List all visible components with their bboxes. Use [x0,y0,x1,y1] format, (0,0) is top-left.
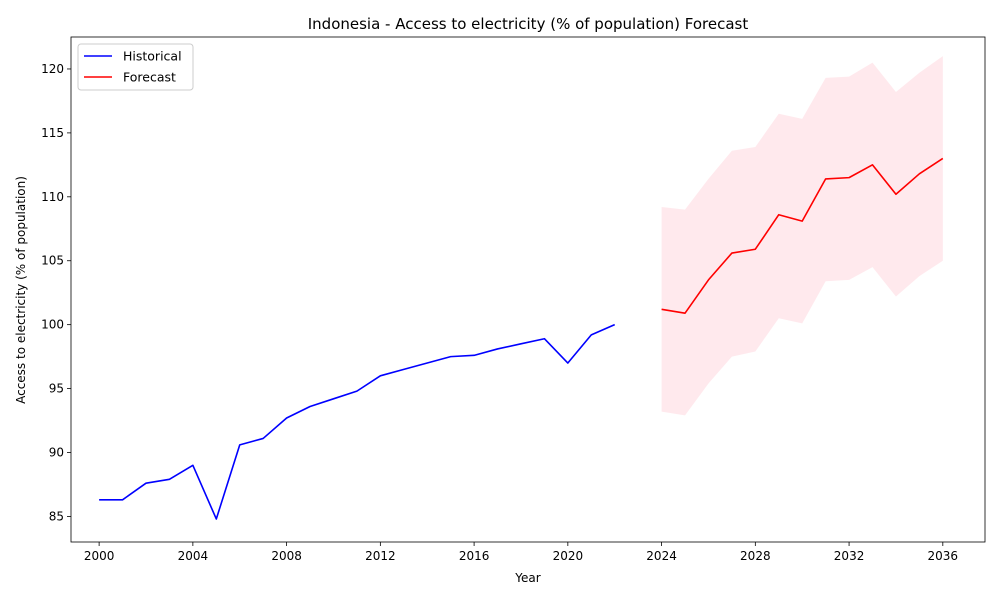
series-line-historical [99,323,616,520]
y-tick-label: 115 [41,126,64,140]
confidence-band [661,56,943,416]
x-tick-label: 2008 [271,549,302,563]
x-tick-label: 2004 [178,549,209,563]
legend-label-historical: Historical [123,49,182,64]
x-tick-label: 2032 [834,549,865,563]
y-tick-label: 90 [49,446,64,460]
axes-frame [70,36,986,543]
y-tick-label: 120 [41,62,64,76]
x-tick-label: 2024 [646,549,677,563]
y-tick-label: 85 [49,509,64,523]
y-tick-label: 100 [41,318,64,332]
y-tick-label: 105 [41,254,64,268]
legend-label-forecast: Forecast [123,70,176,85]
y-axis-label: Access to electricity (% of population) [14,176,28,404]
plot-area: 2000 2004 2008 2012 2016 2020 2024 2028 2032 2036… [41,36,986,563]
x-tick-label: 2012 [365,549,396,563]
y-tick-label: 95 [49,382,64,396]
x-tick-label: 2020 [553,549,584,563]
x-tick-label: 2016 [459,549,490,563]
chart-title: Indonesia - Access to electricity (% of … [308,15,749,33]
x-tick-label: 2036 [928,549,959,563]
series-line-forecast [661,157,944,314]
y-tick-label: 110 [41,190,64,204]
x-axis-label: Year [514,571,540,585]
x-tick-label: 2028 [740,549,771,563]
x-tick-label: 2000 [84,549,115,563]
legend: Historical Forecast [77,43,194,91]
